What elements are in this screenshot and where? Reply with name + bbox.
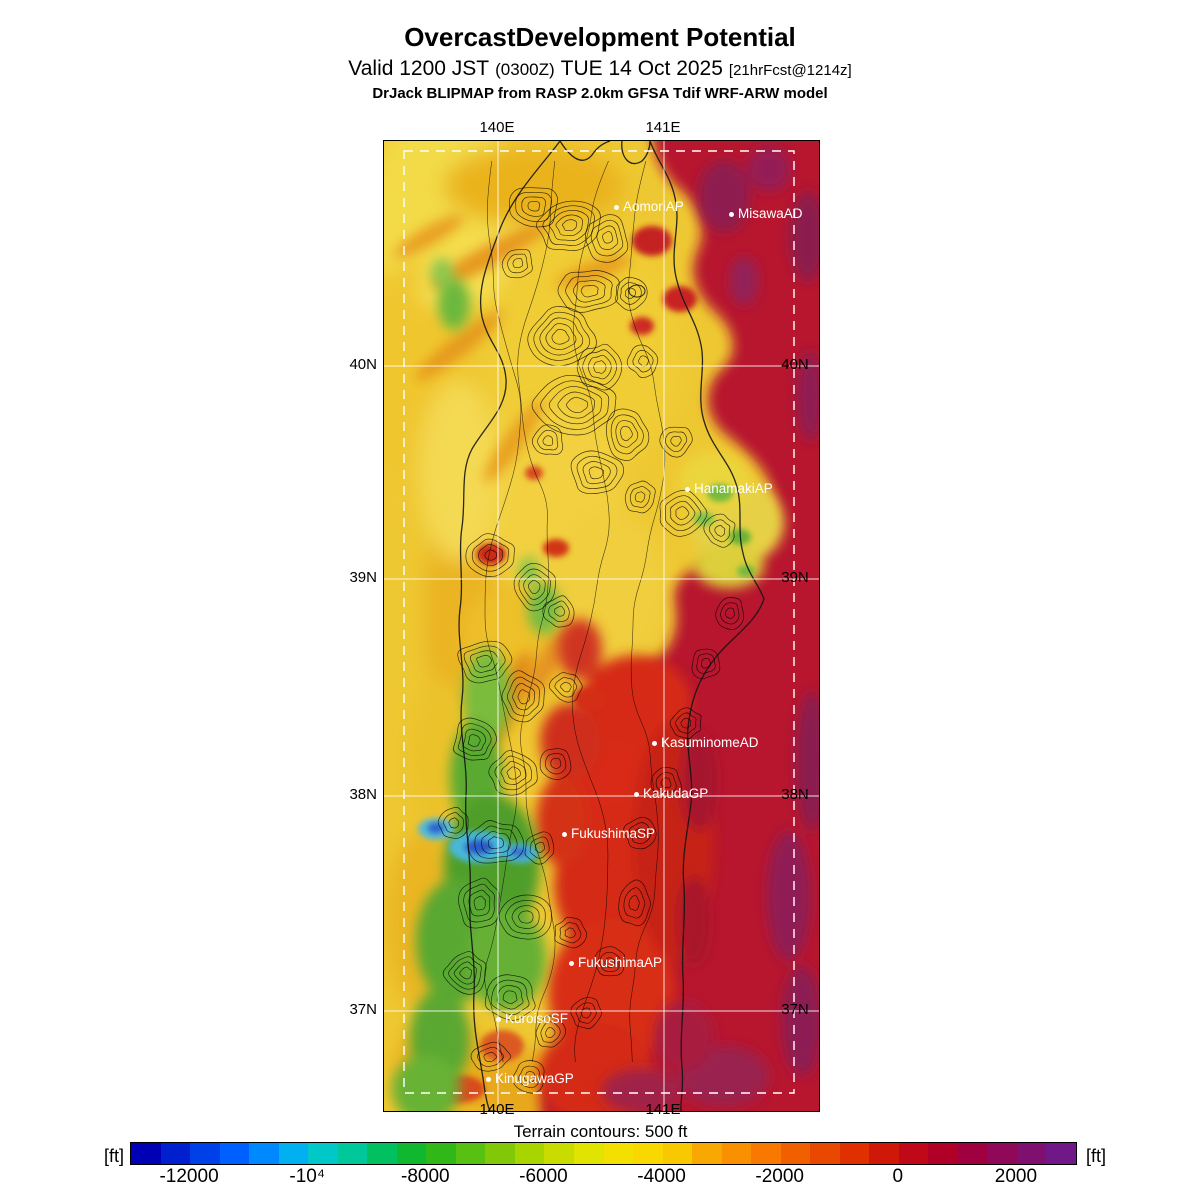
- domain-inset-rect: [403, 150, 795, 1094]
- map-base: [384, 141, 819, 1111]
- colorbar-segment: [928, 1143, 958, 1164]
- colorbar-segment: [455, 1143, 486, 1164]
- colorbar-segment: [367, 1143, 397, 1164]
- colorbar-segment: [219, 1143, 250, 1164]
- terrain-contour-layer: [437, 160, 744, 1094]
- colorbar-segment: [485, 1143, 515, 1164]
- lat-label-left: 37N: [349, 1001, 377, 1018]
- terrain-note: Terrain contours: 500 ft: [513, 1122, 688, 1141]
- colorbar-segment: [190, 1143, 220, 1164]
- lat-label-right: 37N: [781, 1001, 809, 1018]
- colorbar-segment: [633, 1143, 663, 1164]
- coastline: [458, 141, 765, 1111]
- valid-zulu: (0300Z): [495, 60, 555, 79]
- map-image: [384, 141, 819, 1111]
- colorbar-segment: [426, 1143, 456, 1164]
- colorbar-segment: [337, 1143, 368, 1164]
- colorbar-tick-label: -8000: [401, 1166, 450, 1187]
- valid-prefix: Valid 1200 JST: [348, 57, 490, 80]
- colorbar-segment: [721, 1143, 752, 1164]
- colorbar-segment: [249, 1143, 279, 1164]
- lat-label-right: 39N: [781, 569, 809, 586]
- colorbar-segment: [573, 1143, 604, 1164]
- lon-label-top: 140E: [479, 119, 515, 136]
- model-line: DrJack BLIPMAP from RASP 2.0km GFSA Tdif…: [372, 85, 828, 102]
- valid-line: Valid 1200 JST (0300Z) TUE 14 Oct 2025 [21h…: [0, 57, 1200, 81]
- lat-label-left: 40N: [349, 356, 377, 373]
- colorbar-segment: [810, 1143, 840, 1164]
- colorbar-segment: [839, 1143, 870, 1164]
- lat-label-right: 40N: [781, 356, 809, 373]
- colorbar-segment: [1016, 1143, 1047, 1164]
- colorbar-segment: [396, 1143, 427, 1164]
- colorbar-unit-right: [ft]: [1086, 1146, 1107, 1166]
- lon-label-bottom: 141E: [645, 1101, 681, 1118]
- lat-label-left: 39N: [349, 569, 377, 586]
- colorbar-segment: [957, 1143, 988, 1164]
- page-title: OvercastDevelopment Potential: [404, 22, 796, 52]
- colorbar-segment: [662, 1143, 693, 1164]
- colorbar-tick-label: 2000: [994, 1166, 1038, 1187]
- gridline-layer: [384, 141, 819, 1111]
- valid-fcst: [21hrFcst@1214z]: [728, 62, 852, 79]
- colorbar-segment: [278, 1143, 309, 1164]
- colorbar-tick-label: -2000: [755, 1166, 804, 1187]
- lon-label-bottom: 140E: [479, 1101, 515, 1118]
- colorbar-tick-label: -12000: [159, 1166, 219, 1187]
- colorbar-segment: [131, 1143, 161, 1164]
- colorbar-segment: [308, 1143, 338, 1164]
- colorbar-segment: [751, 1143, 781, 1164]
- colorbar-tick-label: 0: [892, 1166, 904, 1187]
- forecast-map: AomoriAP MisawaAD HanamakiAP KasuminomeAD Ka…: [383, 140, 820, 1112]
- colorbar-segment: [160, 1143, 191, 1164]
- colorbar-tick-label: -4000: [637, 1166, 686, 1187]
- lat-label-left: 38N: [349, 786, 377, 803]
- colorbar-segment: [514, 1143, 545, 1164]
- colorbar-tick-label: -10⁴: [289, 1166, 325, 1187]
- colorbar-segment: [603, 1143, 634, 1164]
- colorbar-segment: [692, 1143, 722, 1164]
- colorbar-unit-left: [ft]: [103, 1146, 124, 1166]
- lat-label-right: 38N: [781, 786, 809, 803]
- valid-date: TUE 14 Oct 2025: [560, 57, 723, 80]
- colorbar-segment: [898, 1143, 929, 1164]
- lon-label-top: 141E: [645, 119, 681, 136]
- colorbar-segment: [1046, 1143, 1076, 1164]
- colorbar-segment: [869, 1143, 899, 1164]
- colorbar-segment: [987, 1143, 1017, 1164]
- colorbar: [130, 1142, 1077, 1165]
- colorbar-segment: [544, 1143, 574, 1164]
- colorbar-tick-label: -6000: [519, 1166, 568, 1187]
- colorbar-segment: [780, 1143, 811, 1164]
